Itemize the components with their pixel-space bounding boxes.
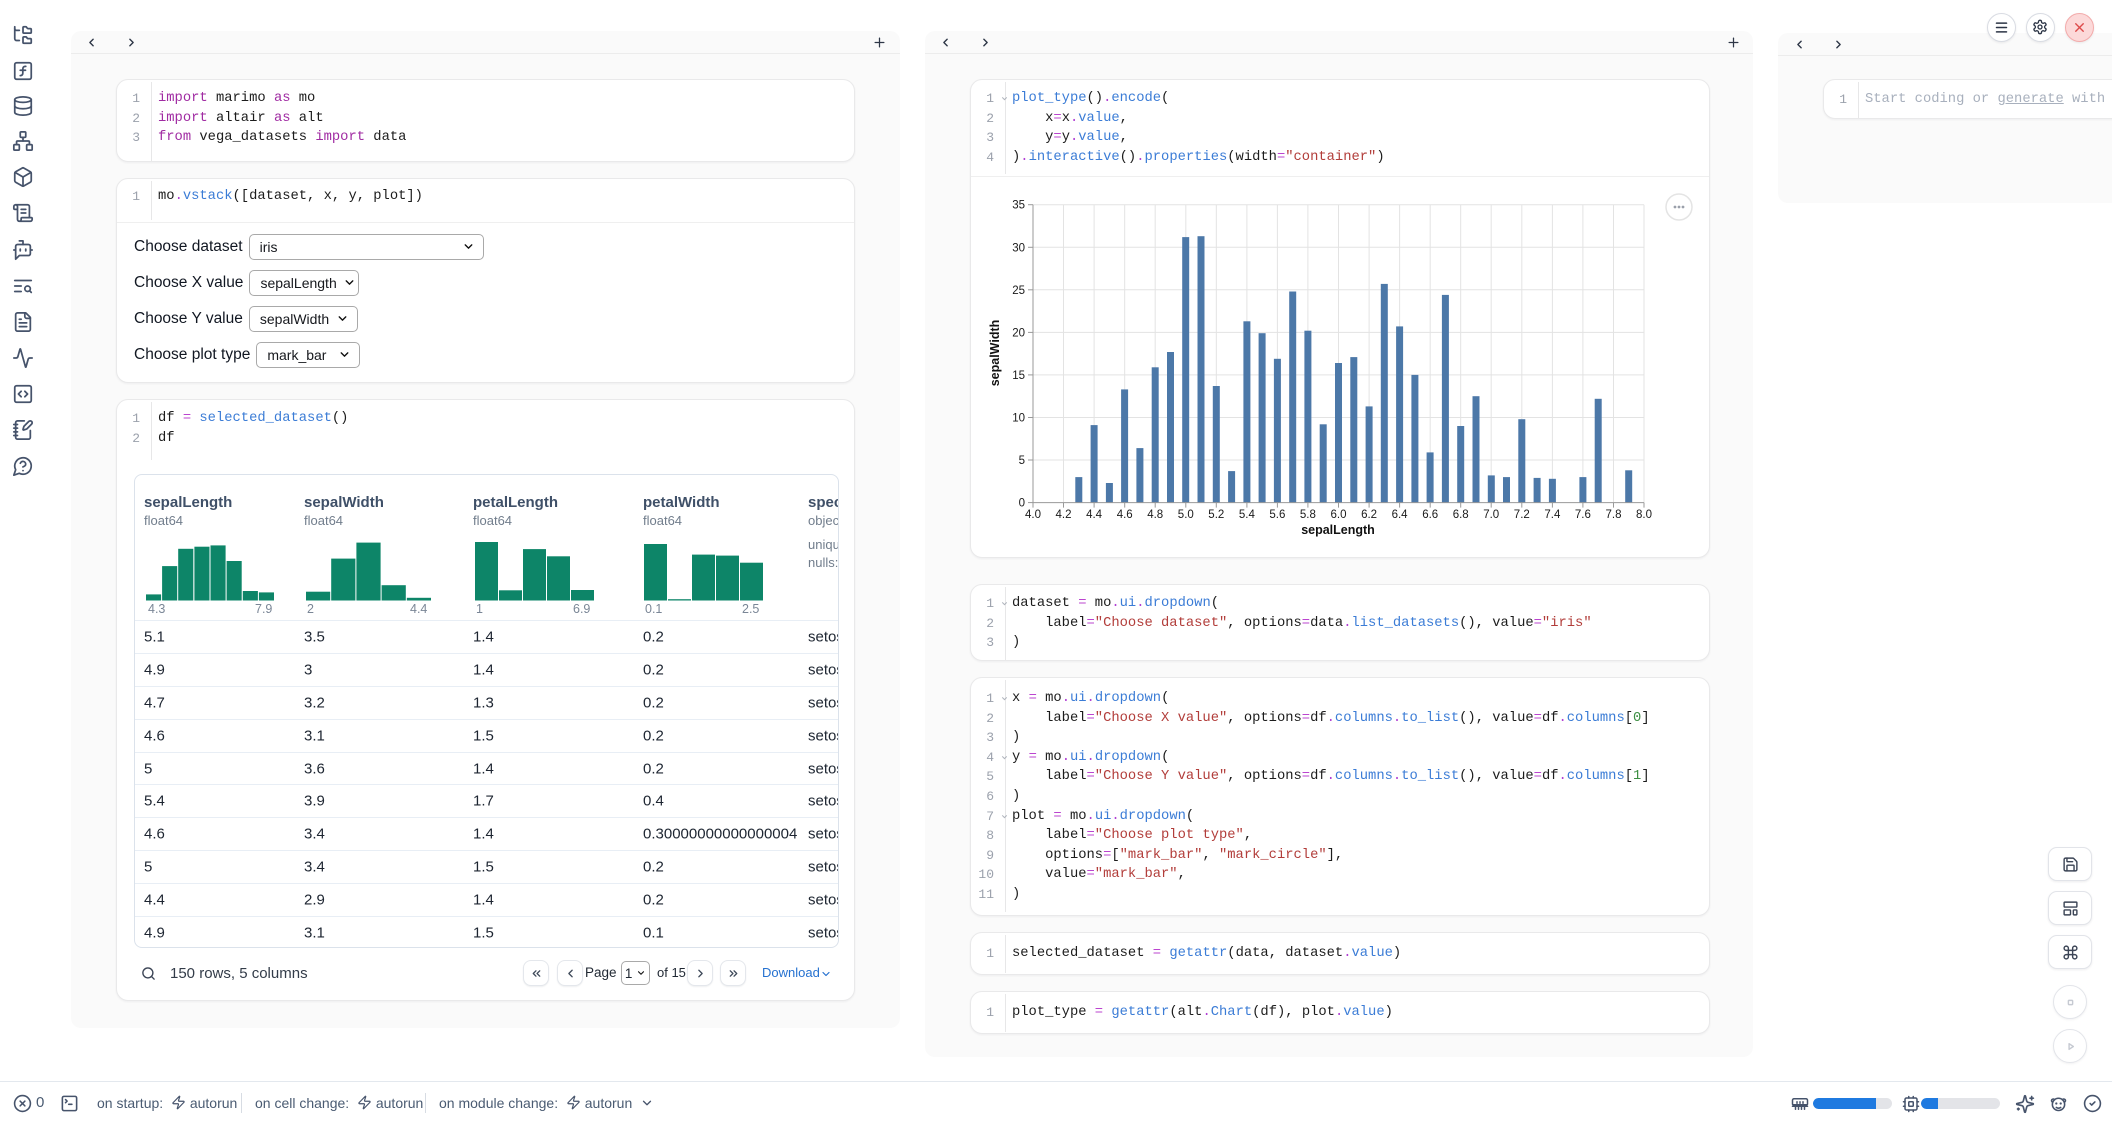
svg-text:7.2: 7.2 bbox=[1514, 509, 1530, 521]
svg-text:7.8: 7.8 bbox=[1606, 509, 1622, 521]
svg-text:10: 10 bbox=[1012, 413, 1025, 425]
svg-text:4.8: 4.8 bbox=[1147, 509, 1163, 521]
svg-text:5.6: 5.6 bbox=[1269, 509, 1285, 521]
svg-text:25: 25 bbox=[1012, 285, 1025, 297]
svg-text:6.8: 6.8 bbox=[1453, 509, 1469, 521]
svg-text:0: 0 bbox=[1019, 498, 1025, 510]
svg-text:6.2: 6.2 bbox=[1361, 509, 1377, 521]
svg-text:6.0: 6.0 bbox=[1331, 509, 1347, 521]
svg-text:5.0: 5.0 bbox=[1178, 509, 1194, 521]
svg-text:5.4: 5.4 bbox=[1239, 509, 1256, 521]
svg-text:20: 20 bbox=[1012, 327, 1025, 339]
svg-text:7.4: 7.4 bbox=[1544, 509, 1561, 521]
svg-text:5.2: 5.2 bbox=[1208, 509, 1224, 521]
svg-text:4.2: 4.2 bbox=[1056, 509, 1072, 521]
svg-text:8.0: 8.0 bbox=[1636, 509, 1652, 521]
svg-text:5: 5 bbox=[1019, 455, 1025, 467]
svg-text:4.4: 4.4 bbox=[1086, 509, 1103, 521]
svg-text:4.0: 4.0 bbox=[1025, 509, 1041, 521]
svg-text:30: 30 bbox=[1012, 242, 1025, 254]
svg-text:7.0: 7.0 bbox=[1483, 509, 1499, 521]
svg-text:sepalLength: sepalLength bbox=[1301, 523, 1375, 537]
svg-text:6.4: 6.4 bbox=[1392, 509, 1409, 521]
svg-text:4.6: 4.6 bbox=[1117, 509, 1133, 521]
svg-text:15: 15 bbox=[1012, 370, 1025, 382]
svg-text:35: 35 bbox=[1012, 200, 1025, 212]
svg-text:5.8: 5.8 bbox=[1300, 509, 1316, 521]
svg-text:sepalWidth: sepalWidth bbox=[988, 320, 1002, 387]
svg-text:6.6: 6.6 bbox=[1422, 509, 1438, 521]
svg-text:7.6: 7.6 bbox=[1575, 509, 1591, 521]
